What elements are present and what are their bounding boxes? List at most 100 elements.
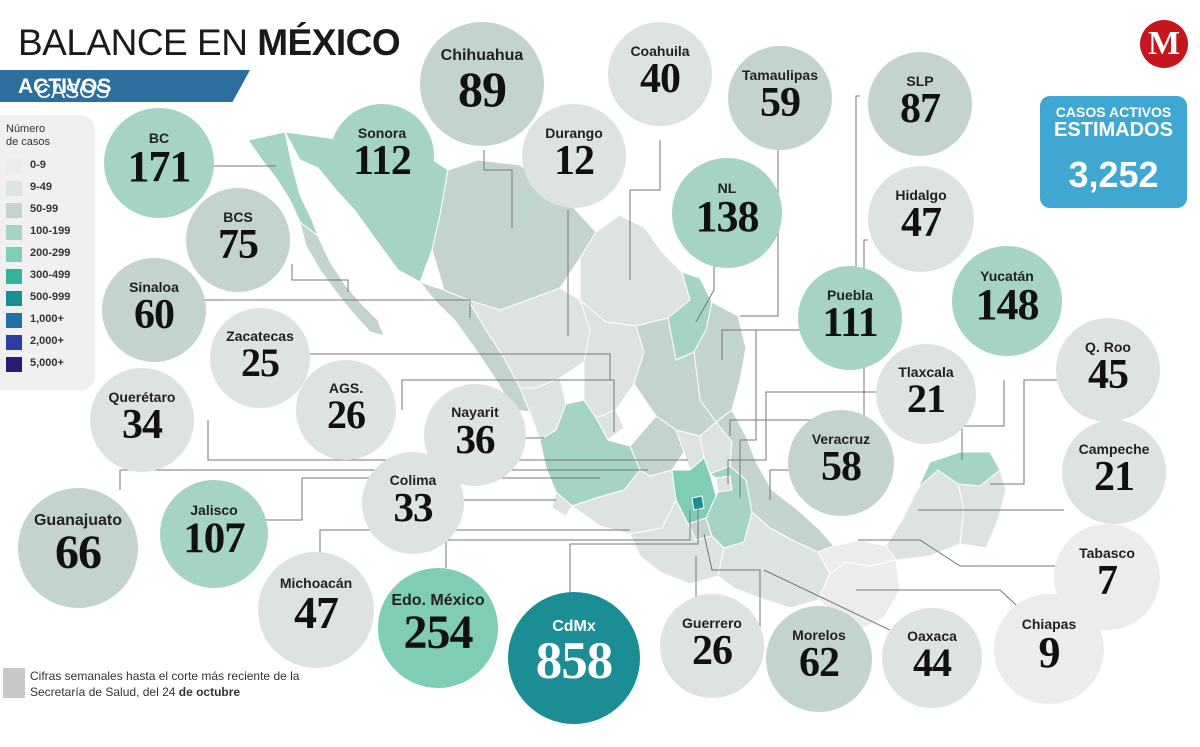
state-bubble: Zacatecas 25	[210, 308, 310, 408]
map-region-tlaxcala	[715, 475, 733, 493]
state-value: 138	[695, 192, 760, 241]
page-title: BALANCE EN MÉXICO	[18, 22, 401, 64]
legend-item: 5,000+	[6, 355, 90, 374]
state-value: 45	[1088, 352, 1129, 398]
legend-swatch	[6, 335, 22, 350]
state-name: Tamaulipas	[742, 67, 818, 83]
state-bubble: Guanajuato 66	[18, 488, 138, 608]
legend-label: 2,000+	[30, 335, 64, 347]
map-region-bcs	[299, 220, 385, 337]
state-value: 47	[294, 587, 339, 638]
state-bubble: Chiapas 9	[994, 594, 1104, 704]
title-bold: MÉXICO	[257, 22, 401, 63]
legend-item: 200-299	[6, 245, 90, 264]
state-value: 47	[901, 200, 942, 246]
state-bubble: Hidalgo 47	[868, 166, 974, 272]
leader-yucatan	[961, 380, 1005, 460]
state-bubble: Morelos 62	[766, 606, 872, 712]
legend-item: 300-499	[6, 267, 90, 286]
state-value: 9	[1038, 628, 1061, 677]
legend-item: 500-999	[6, 289, 90, 308]
state-name: Yucatán	[980, 268, 1034, 284]
legend-title-line1: Número	[6, 123, 46, 135]
state-value: 26	[327, 392, 366, 437]
state-bubble: Jalisco 107	[160, 480, 268, 588]
state-bubble: Q. Roo 45	[1056, 318, 1160, 422]
total-line2: ESTIMADOS	[1054, 119, 1173, 141]
leader-cdmx	[569, 506, 699, 594]
state-bubble: Coahuila 40	[608, 22, 712, 126]
state-name: Q. Roo	[1085, 339, 1131, 355]
state-value: 171	[127, 142, 192, 191]
state-value: 89	[458, 61, 507, 117]
state-name: Chihuahua	[440, 47, 524, 64]
legend: Número de casos 0-9 9-49 50-99 100-199 200-2…	[0, 115, 95, 390]
state-value: 40	[640, 56, 681, 102]
leader-edomex	[445, 510, 691, 568]
state-bubble: Veracruz 58	[788, 410, 894, 516]
legend-swatch	[6, 269, 22, 284]
leader-bcs	[291, 264, 349, 292]
legend-label: 0-9	[30, 159, 46, 171]
state-value: 111	[822, 300, 878, 346]
state-name: Chiapas	[1021, 616, 1077, 632]
state-bubble: Tamaulipas 59	[728, 46, 832, 150]
map-region-guerrero	[629, 498, 725, 585]
state-bubble: Campeche 21	[1062, 420, 1166, 524]
leader-zacatecas	[304, 353, 611, 380]
legend-label: 300-499	[30, 269, 71, 281]
legend-swatch	[6, 313, 22, 328]
leader-michoacan	[319, 529, 630, 560]
state-name: Veracruz	[811, 431, 871, 447]
state-value: 33	[393, 484, 434, 530]
legend-label: 5,000+	[30, 357, 64, 369]
map-region-colima	[551, 491, 573, 517]
legend-item: 9-49	[6, 179, 90, 198]
state-bubble: Michoacán 47	[258, 552, 374, 668]
state-bubble: SLP 87	[868, 52, 972, 156]
legend-label: 500-999	[30, 291, 71, 303]
leader-coahuila	[629, 140, 661, 280]
state-name: Querétaro	[108, 389, 176, 405]
state-value: 44	[913, 640, 952, 685]
footnote-marker	[3, 668, 25, 698]
state-name: Tlaxcala	[898, 364, 954, 380]
title-normal: BALANCE EN	[18, 22, 258, 63]
leader-tabasco	[858, 539, 1056, 567]
state-value: 12	[554, 138, 595, 184]
state-value: 62	[799, 640, 840, 686]
legend-swatch	[6, 159, 22, 174]
state-value: 26	[692, 628, 733, 674]
legend-swatch	[6, 357, 22, 372]
total-card: CASOS ACTIVOS ESTIMADOS 3,252	[1040, 96, 1187, 208]
footnote-line2: Secretaría de Salud, del 24 de octubre	[30, 684, 299, 700]
state-value: 858	[535, 632, 614, 690]
state-name: Edo. México	[391, 592, 485, 609]
state-name: Sonora	[357, 125, 407, 141]
state-value: 66	[55, 526, 102, 579]
footnote-line2-normal: Secretaría de Salud, del 24	[30, 685, 179, 699]
state-name: Guanajuato	[33, 512, 122, 529]
state-bubble: Sinaloa 60	[102, 258, 206, 362]
total-line1: CASOS ACTIVOS	[1055, 104, 1172, 120]
state-bubble: BC 171	[104, 108, 214, 218]
legend-label: 50-99	[30, 203, 59, 215]
state-name: Campeche	[1078, 441, 1150, 457]
leader-nl	[695, 258, 715, 323]
state-bubble: Oaxaca 44	[882, 608, 982, 708]
state-bubble: CdMx 858	[508, 592, 640, 724]
legend-label: 9-49	[30, 181, 53, 193]
state-name: Zacatecas	[226, 328, 294, 344]
legend-swatch	[6, 291, 22, 306]
state-value: 21	[1094, 454, 1135, 500]
legend-title-line2: de casos	[6, 136, 51, 148]
state-name: Colima	[389, 472, 437, 488]
state-name: Coahuila	[630, 43, 690, 59]
leader-sinaloa	[205, 299, 471, 318]
legend-item: 100-199	[6, 223, 90, 242]
legend-swatch	[6, 225, 22, 240]
legend-item: 0-9	[6, 157, 90, 176]
leader-queretaro	[207, 420, 688, 461]
legend-label: 1,000+	[30, 313, 64, 325]
